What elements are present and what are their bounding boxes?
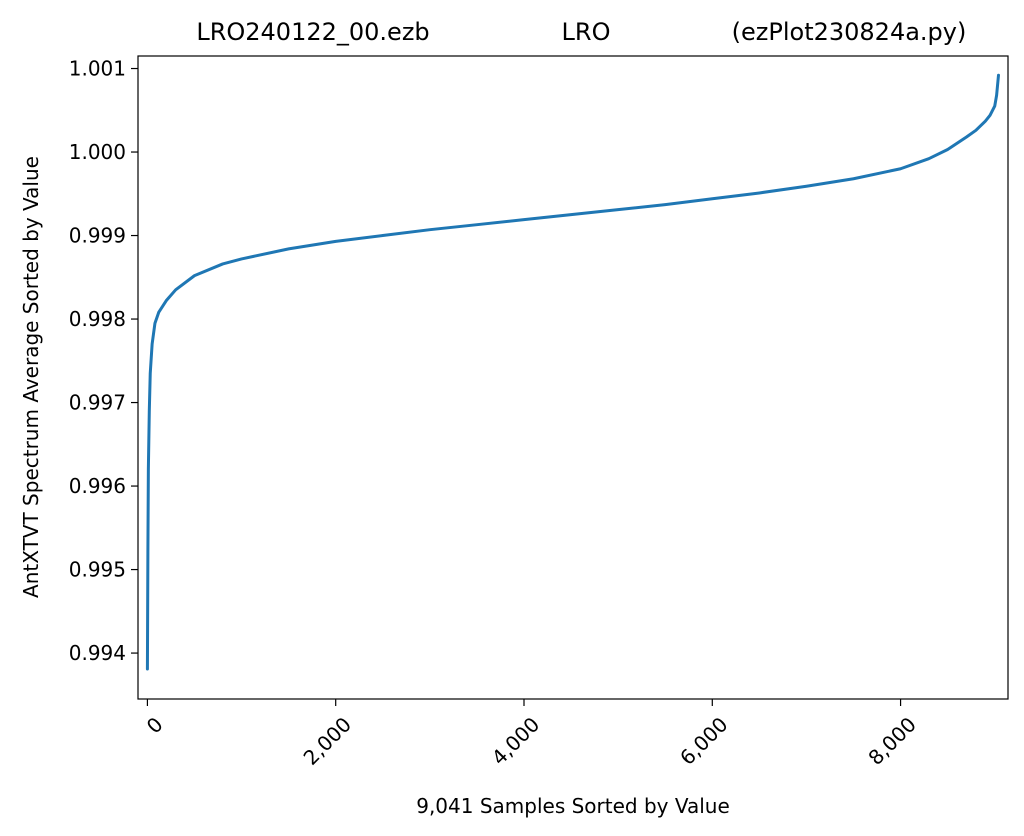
y-tick-label: 0.996 bbox=[69, 474, 126, 498]
y-tick-label: 1.000 bbox=[69, 140, 126, 164]
plot-area: 0 2,000 4,000 6,000 8,000 0.9940.9950.9960.9… bbox=[69, 55, 1009, 770]
x-tick-label: 6,000 bbox=[675, 712, 732, 769]
title-station: LRO bbox=[562, 18, 611, 46]
x-tick-label: 0 bbox=[142, 712, 168, 738]
title-filename: LRO240122_00.ezb bbox=[196, 18, 429, 46]
plot-frame bbox=[137, 55, 1009, 700]
chart-title: LRO240122_00.ezb LRO (ezPlot230824a.py) bbox=[196, 18, 966, 46]
series-line bbox=[145, 73, 1000, 671]
y-axis-ticks: 0.994 0.995 0.996 0.997 0.998 0.999 1.000 1.001 bbox=[69, 57, 138, 665]
y-tick-label: 0.999 bbox=[69, 224, 126, 248]
x-tick-label: 8,000 bbox=[863, 712, 920, 769]
y-tick-label: 0.997 bbox=[69, 391, 126, 415]
y-tick-label: 0.994 bbox=[69, 641, 126, 665]
x-tick-label: 2,000 bbox=[299, 712, 356, 769]
title-script: (ezPlot230824a.py) bbox=[732, 18, 967, 46]
x-axis-label: 9,041 Samples Sorted by Value bbox=[416, 794, 730, 818]
x-tick-label: 4,000 bbox=[487, 712, 544, 769]
x-axis-ticks: 0 2,000 4,000 6,000 8,000 bbox=[142, 699, 921, 770]
y-tick-label: 0.998 bbox=[69, 307, 126, 331]
y-axis-label: AntXTVT Spectrum Average Sorted by Value bbox=[19, 156, 43, 598]
y-tick-label: 1.001 bbox=[69, 57, 126, 81]
y-tick-label: 0.995 bbox=[69, 558, 126, 582]
